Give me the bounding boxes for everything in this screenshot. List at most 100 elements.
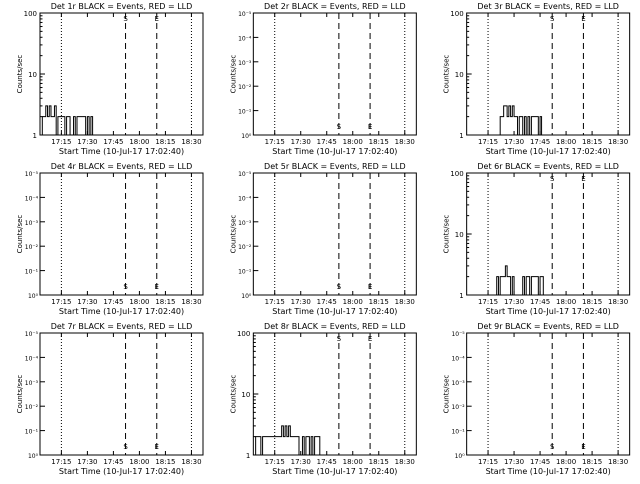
x-tick-label: 18:30 [181,458,201,466]
end-marker-label: E [581,175,585,183]
y-tick-label: 100 [24,10,37,18]
x-axis-label: Start Time (10-Jul-17 17:02:40) [59,147,184,156]
x-tick-label: 17:30 [77,298,97,306]
panel-title: Det 3r BLACK = Events, RED = LLD [477,2,619,11]
x-tick-label: 18:15 [582,458,602,466]
y-tick-label: 100 [450,170,463,178]
y-tick-label: 10⁻² [25,404,39,411]
x-tick-label: 17:30 [291,138,311,146]
panel-title: Det 4r BLACK = Events, RED = LLD [51,162,193,171]
y-tick-label: 10 [455,71,464,79]
y-tick-label: 1 [459,292,463,300]
y-axis-label: Counts/sec [229,215,237,254]
events-trace [255,425,322,456]
x-tick-label: 17:30 [504,138,524,146]
start-marker-label: S [337,123,342,131]
end-marker-label: E [368,123,372,131]
x-tick-label: 18:30 [395,458,415,466]
x-tick-label: 18:00 [129,458,149,466]
y-tick-label: 10⁻⁴ [25,355,39,362]
x-axis-label: Start Time (10-Jul-17 17:02:40) [59,307,184,316]
y-tick-label: 10⁻³ [238,220,252,227]
plot-frame [466,332,631,456]
panel-title: Det 1r BLACK = Events, RED = LLD [51,2,193,11]
plot-frame [252,12,417,136]
x-tick-label: 18:15 [369,138,389,146]
y-tick-label: 10⁻⁵ [238,171,252,178]
panel-title: Det 5r BLACK = Events, RED = LLD [264,162,406,171]
y-axis-label: Counts/sec [443,375,451,414]
x-tick-label: 18:30 [181,298,201,306]
x-tick-label: 17:15 [265,298,285,306]
y-tick-label: 10⁻⁵ [238,11,252,18]
x-tick-label: 17:30 [77,138,97,146]
y-tick-label: 10⁻⁴ [238,35,252,42]
y-tick-label: 1 [459,132,463,140]
events-trace [41,105,107,136]
y-tick-label: 10⁻² [451,404,465,411]
x-tick-label: 17:45 [103,138,123,146]
x-tick-label: 18:00 [556,138,576,146]
detector-panel-3: Det 3r BLACK = Events, RED = LLD Counts/s… [443,2,631,156]
x-tick-label: 17:45 [530,298,550,306]
x-tick-label: 17:15 [265,138,285,146]
plot-frame [466,12,631,136]
y-tick-label: 10⁻² [238,84,252,91]
y-tick-label: 10⁰ [241,293,252,300]
y-tick-label: 100 [450,10,463,18]
x-tick-label: 18:30 [395,298,415,306]
x-tick-label: 17:30 [77,458,97,466]
y-axis-label: Counts/sec [16,55,24,94]
x-tick-label: 17:15 [51,138,71,146]
y-tick-label: 10⁰ [28,453,39,460]
panel-title: Det 6r BLACK = Events, RED = LLD [477,162,619,171]
events-trace [494,265,544,296]
y-tick-label: 10 [455,231,464,239]
detector-panel-4: Det 4r BLACK = Events, RED = LLD Counts/s… [16,162,204,316]
y-tick-label: 10⁻² [238,244,252,251]
x-tick-label: 18:30 [181,138,201,146]
end-marker-label: E [581,15,585,23]
x-tick-label: 18:30 [608,298,628,306]
plot-frame [39,332,204,456]
y-tick-label: 10⁻⁵ [25,331,39,338]
x-axis-label: Start Time (10-Jul-17 17:02:40) [486,147,611,156]
x-axis-label: Start Time (10-Jul-17 17:02:40) [59,467,184,476]
y-tick-label: 1 [246,452,250,460]
x-tick-label: 18:15 [155,298,175,306]
start-marker-label: S [550,15,555,23]
y-tick-label: 10 [241,391,250,399]
panel-title: Det 2r BLACK = Events, RED = LLD [264,2,406,11]
start-marker-label: S [337,335,342,343]
x-tick-label: 18:15 [369,458,389,466]
panel-title: Det 8r BLACK = Events, RED = LLD [264,322,406,331]
y-tick-label: 10⁻¹ [238,109,252,116]
end-marker-label: E [155,443,159,451]
y-tick-label: 10⁻¹ [25,269,39,276]
x-tick-label: 17:30 [291,298,311,306]
x-tick-label: 18:15 [582,298,602,306]
x-tick-label: 17:45 [317,298,337,306]
x-tick-label: 17:15 [478,298,498,306]
x-tick-label: 18:00 [556,298,576,306]
x-axis-label: Start Time (10-Jul-17 17:02:40) [486,467,611,476]
panel-title: Det 9r BLACK = Events, RED = LLD [477,322,619,331]
x-axis-label: Start Time (10-Jul-17 17:02:40) [486,307,611,316]
detector-panel-9: Det 9r BLACK = Events, RED = LLD Counts/s… [443,322,631,476]
y-tick-label: 10⁻⁴ [451,355,465,362]
x-tick-label: 18:30 [608,458,628,466]
x-tick-label: 18:00 [343,458,363,466]
x-tick-label: 17:45 [103,458,123,466]
y-tick-label: 10⁻⁵ [25,171,39,178]
x-tick-label: 18:00 [129,138,149,146]
x-tick-label: 18:15 [582,138,602,146]
y-tick-label: 10⁻³ [451,380,465,387]
x-tick-label: 18:30 [608,138,628,146]
y-tick-label: 1 [33,132,37,140]
y-tick-label: 10⁻² [25,244,39,251]
x-tick-label: 17:30 [291,458,311,466]
start-marker-label: S [550,175,555,183]
y-tick-label: 10⁻¹ [238,269,252,276]
end-marker-label: E [368,335,372,343]
y-tick-label: 10⁰ [241,133,252,140]
